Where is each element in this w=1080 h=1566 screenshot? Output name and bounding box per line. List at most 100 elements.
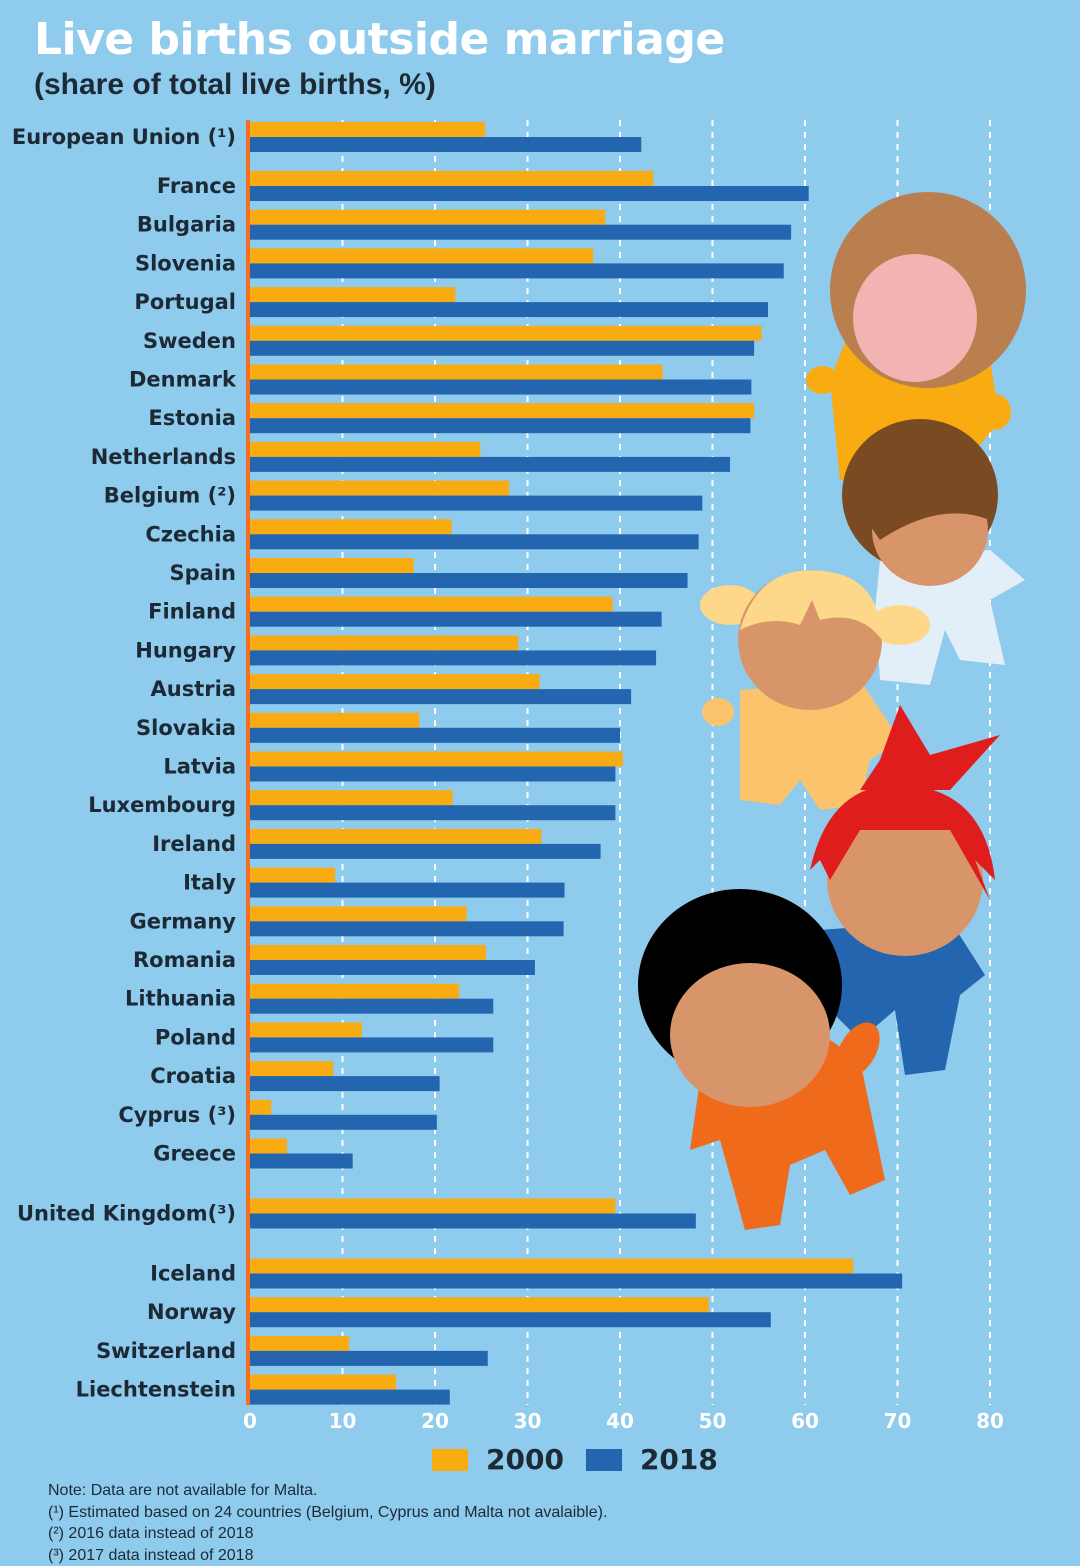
category-label: Iceland [150, 1262, 236, 1286]
bar-2000 [250, 712, 420, 728]
note-line: (¹) Estimated based on 24 countries (Bel… [48, 1503, 608, 1521]
bar-2018 [250, 1153, 353, 1169]
category-label: Latvia [163, 755, 236, 779]
category-label: Switzerland [96, 1339, 236, 1363]
bar-2000 [250, 1138, 287, 1154]
bar-2018 [250, 1350, 488, 1366]
category-label: Sweden [143, 329, 236, 353]
bar-2000 [250, 325, 762, 341]
bar-2018 [250, 573, 688, 588]
bars [250, 122, 903, 1405]
legend-item-2000: 2000 [432, 1443, 564, 1476]
bar-2018 [250, 727, 620, 743]
bar-2018 [250, 340, 755, 356]
category-label: Greece [153, 1142, 236, 1166]
bar-2000 [250, 403, 755, 419]
bar-2000 [250, 596, 613, 612]
category-label: Cyprus (³) [118, 1103, 236, 1127]
x-tick-labels: 0 10 20 30 40 50 60 70 80 [243, 1409, 1004, 1433]
category-label: Estonia [148, 406, 236, 430]
bar-2018 [250, 805, 616, 821]
bar-2000 [250, 364, 663, 380]
bar-2000 [250, 1297, 709, 1313]
category-label: Denmark [129, 368, 237, 392]
bar-2000 [250, 519, 452, 535]
bar-2000 [250, 674, 540, 690]
x-tick-label: 20 [421, 1409, 449, 1433]
bar-2018 [250, 1389, 450, 1405]
x-tick-label: 10 [329, 1409, 357, 1433]
category-label: European Union (¹) [12, 125, 236, 149]
category-label: Czechia [145, 522, 236, 546]
bar-2018 [250, 960, 535, 975]
category-label: France [157, 174, 236, 198]
footnotes: Note: Data are not available for Malta. … [48, 1480, 607, 1566]
category-label: Luxembourg [88, 793, 236, 817]
category-label: Liechtenstein [76, 1378, 236, 1402]
bar-2000 [250, 867, 336, 883]
bar-2000 [250, 480, 509, 496]
x-tick-label: 80 [976, 1409, 1004, 1433]
bar-2000 [250, 1374, 397, 1390]
note-line: (²) 2016 data instead of 2018 [48, 1525, 254, 1542]
bar-2018 [250, 534, 699, 550]
bar-2000 [250, 751, 623, 767]
category-label: Spain [170, 561, 236, 585]
bar-2018 [250, 224, 792, 240]
bar-2000 [250, 635, 519, 651]
category-label: Slovenia [135, 251, 236, 275]
category-label: Norway [147, 1300, 236, 1324]
bar-2018 [250, 921, 564, 937]
bar-2000 [250, 558, 414, 573]
bar-2018 [250, 495, 703, 511]
bar-2018 [250, 263, 784, 279]
legend-swatch-2018 [585, 1448, 622, 1471]
bar-2000 [250, 171, 654, 186]
bar-chart: European Union (¹) France Bulgaria Slovenia… [12, 120, 1004, 1433]
bar-2018 [250, 302, 768, 318]
bar-2018 [250, 1114, 437, 1130]
bar-2000 [250, 1022, 362, 1038]
bar-2000 [250, 1335, 349, 1351]
category-labels: European Union (¹) France Bulgaria Slovenia… [12, 125, 237, 1402]
bar-2000 [250, 209, 606, 225]
bar-2000 [250, 248, 594, 264]
bar-2018 [250, 998, 494, 1014]
x-tick-label: 30 [514, 1409, 542, 1433]
y-axis-line [246, 120, 250, 1405]
category-label: Netherlands [91, 445, 236, 469]
category-label: Portugal [134, 290, 236, 314]
category-label: Poland [155, 1025, 236, 1049]
legend-label-2018: 2018 [639, 1443, 718, 1476]
bar-2018 [250, 766, 616, 782]
bar-2018 [250, 1037, 494, 1053]
category-label: Italy [183, 871, 236, 895]
category-label: United Kingdom(³) [17, 1202, 236, 1226]
category-label: Ireland [152, 832, 236, 856]
x-tick-label: 70 [884, 1409, 912, 1433]
bar-2000 [250, 1198, 616, 1214]
category-label: Hungary [135, 638, 236, 662]
bar-2018 [250, 418, 751, 434]
bar-2000 [250, 1099, 272, 1115]
category-label: Finland [148, 600, 236, 624]
chart-title: Live births outside marriage [34, 14, 725, 65]
bar-2000 [250, 906, 467, 922]
bar-2000 [250, 441, 481, 457]
bar-2018 [250, 1312, 771, 1328]
category-label: Romania [133, 948, 236, 972]
bar-2018 [250, 689, 632, 705]
legend-label-2000: 2000 [486, 1443, 564, 1476]
x-tick-label: 50 [699, 1409, 727, 1433]
category-label: Belgium (²) [104, 484, 236, 508]
bar-2000 [250, 287, 456, 303]
bar-2000 [250, 828, 542, 844]
x-tick-label: 40 [606, 1409, 634, 1433]
legend-item-2018: 2018 [585, 1443, 718, 1476]
note-line: Note: Data are not available for Malta. [48, 1482, 318, 1499]
bar-2000 [250, 945, 486, 960]
category-label: Lithuania [125, 987, 236, 1011]
bar-2000 [250, 983, 460, 999]
legend-swatch-2000 [432, 1448, 468, 1471]
bar-2018 [250, 882, 565, 898]
